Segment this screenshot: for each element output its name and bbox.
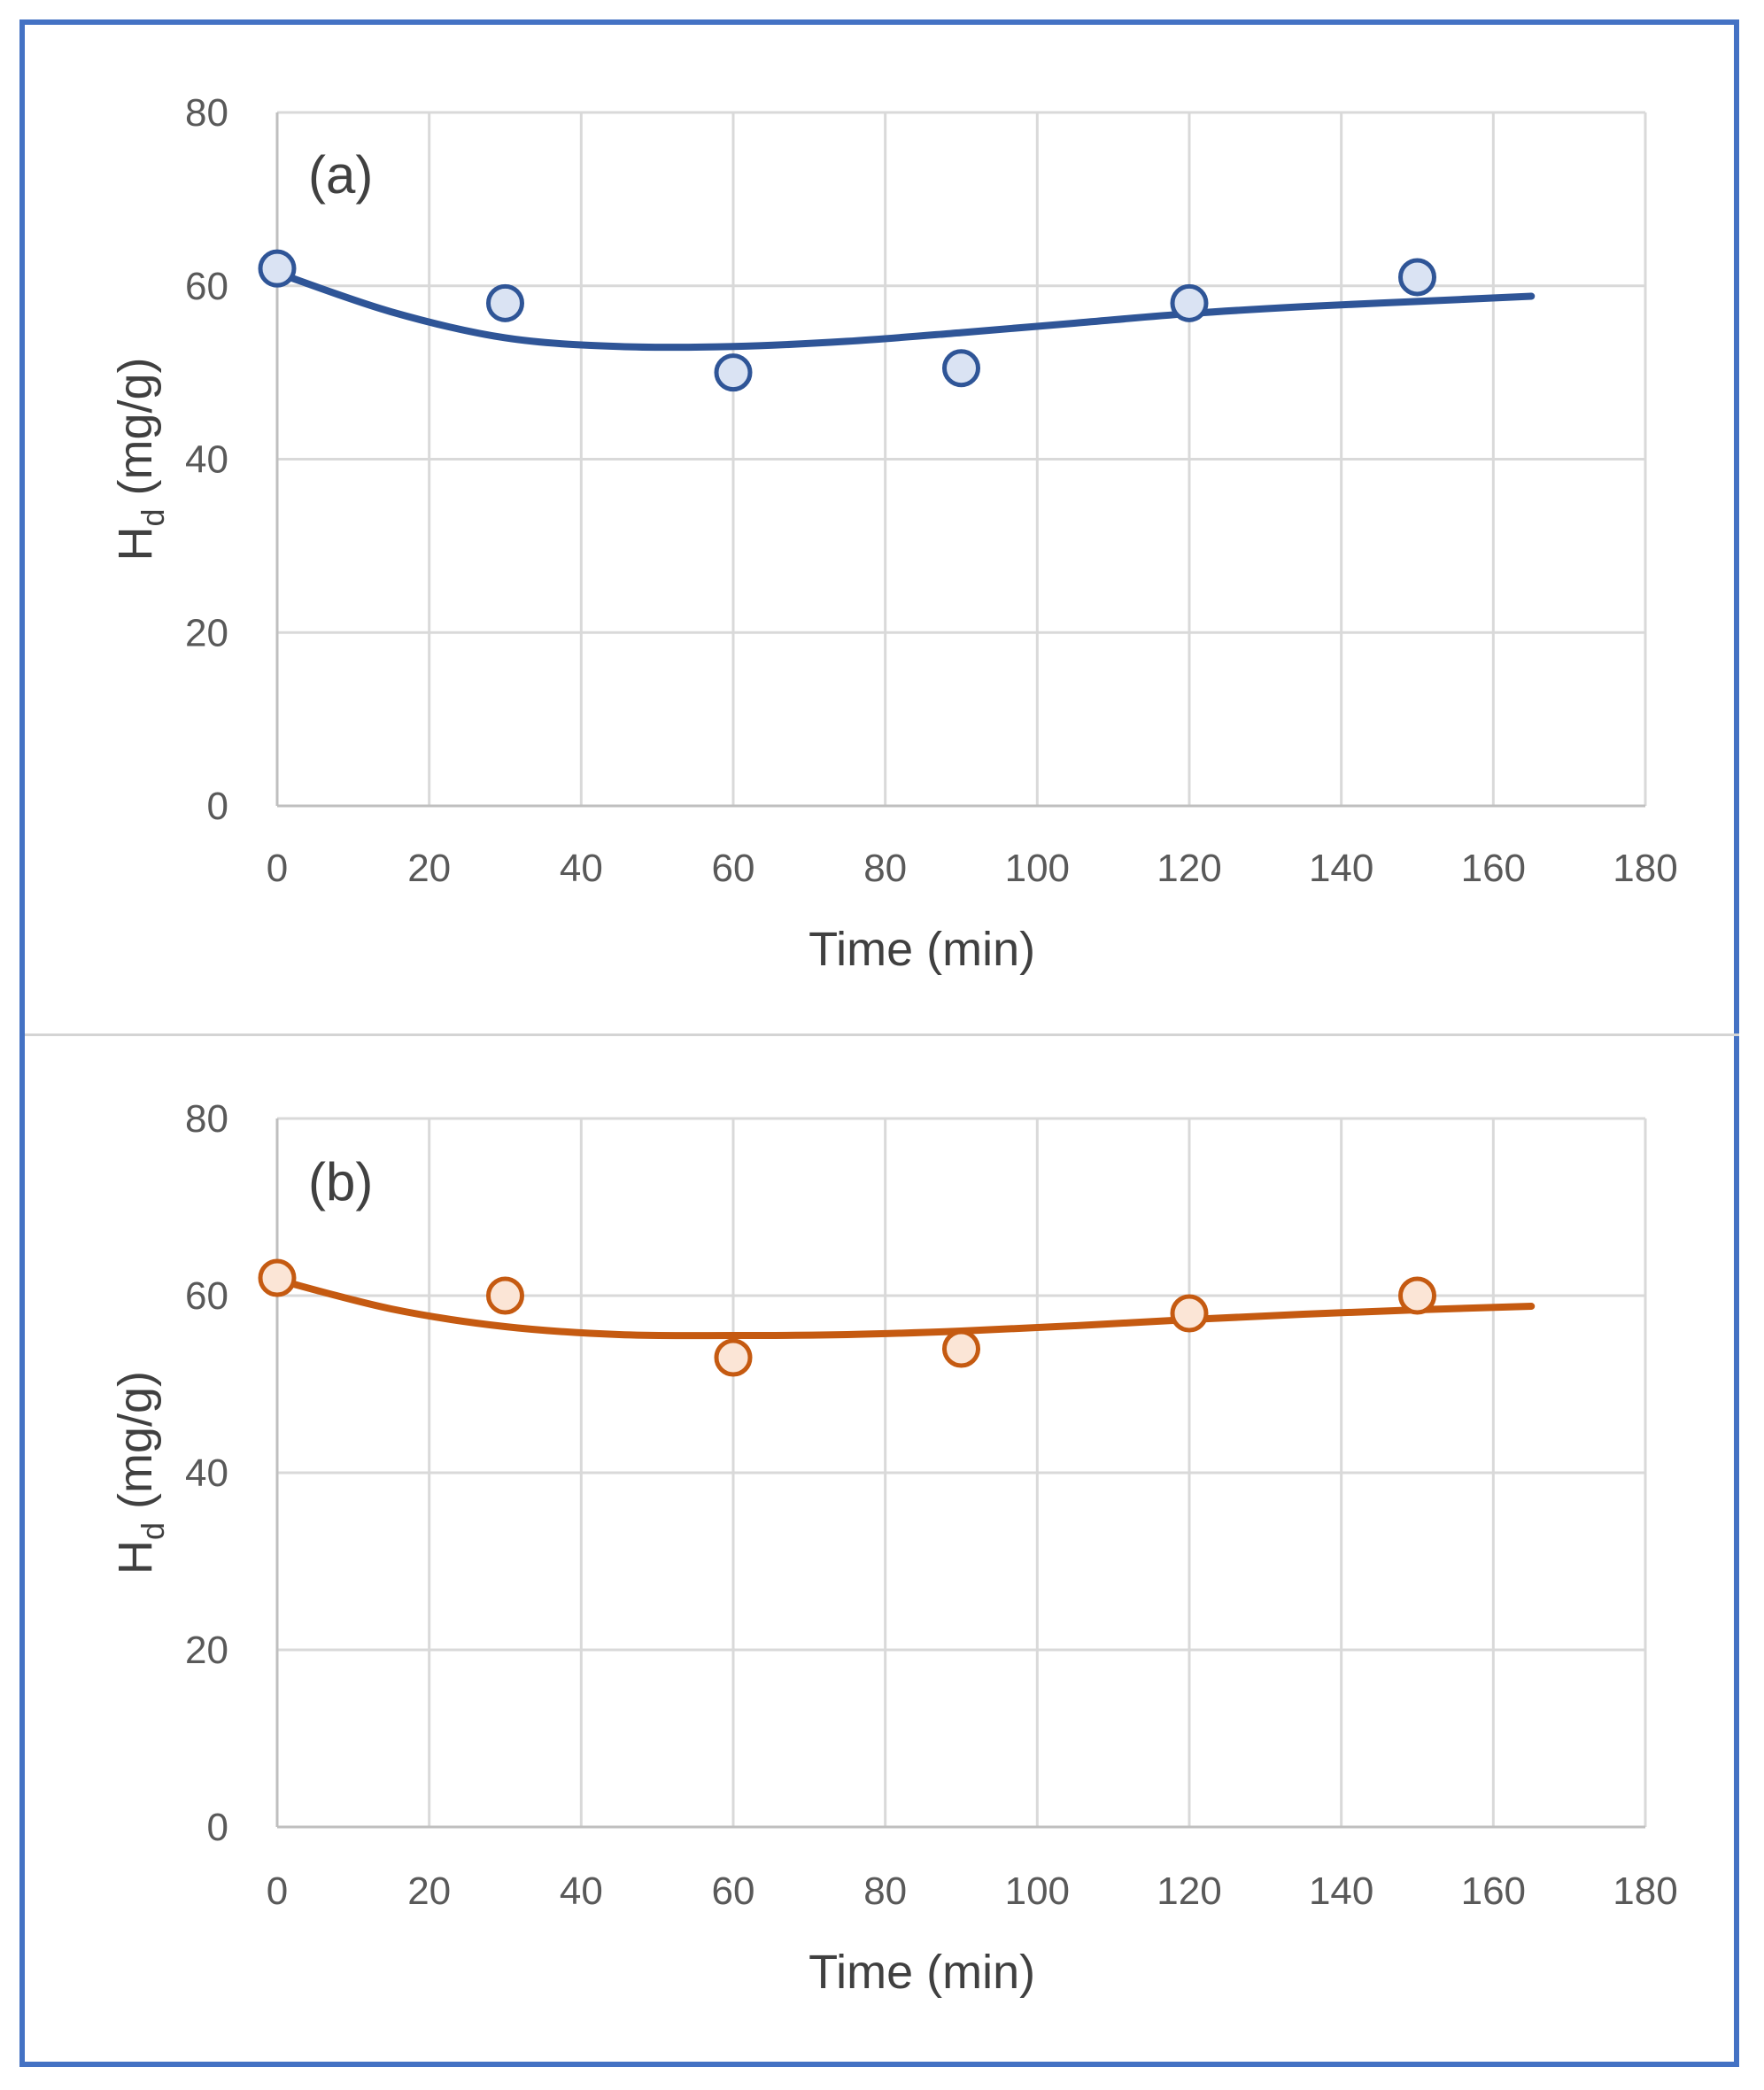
chart-panel-a: 0 20 40 60 80 100 120 140 160 180 0 20 40 60 80 Time (m… [109, 91, 1678, 976]
panel-a-trend-line [274, 269, 1536, 352]
panel-b-x-tick-label: 20 [407, 1869, 451, 1913]
panel-a-x-tick-label: 0 [267, 847, 288, 890]
chart-panel-b: 0 20 40 60 80 100 120 140 160 180 0 20 40 60 80 Time (m… [109, 1097, 1678, 1999]
panel-b-y-tick-label: 40 [185, 1451, 228, 1495]
panel-b-x-tick-label: 80 [863, 1869, 907, 1913]
panel-b-y-tick-label: 60 [185, 1274, 228, 1318]
panel-a-data-point [942, 349, 980, 388]
panel-b-label: (b) [308, 1152, 373, 1211]
panel-b-x-tick-label: 60 [712, 1869, 755, 1913]
panel-a-y-tick-label: 20 [185, 611, 228, 654]
figure-frame [19, 19, 1739, 2067]
panel-a-data-point [1398, 258, 1436, 297]
panel-a-y-axis-title-units: (mg/g) [109, 357, 162, 508]
panel-a-data-point [486, 283, 524, 322]
panel-b-y-axis-title-units: (mg/g) [109, 1371, 162, 1522]
panel-b-data-point [1170, 1294, 1209, 1333]
panel-a-y-tick-label: 0 [207, 785, 228, 828]
panel-b-data-point [714, 1338, 753, 1377]
panel-b-y-tick-label: 20 [185, 1629, 228, 1672]
panel-b-y-tick-label: 0 [207, 1806, 228, 1849]
panel-a-y-axis-title: Hd (mg/g) [109, 357, 171, 561]
panel-a-y-tick-label: 80 [185, 91, 228, 135]
panel-a-y-tick-label: 40 [185, 438, 228, 482]
panel-a-label: (a) [308, 145, 373, 205]
panel-b-x-tick-label: 0 [267, 1869, 288, 1913]
panel-b-data-point [1398, 1276, 1436, 1315]
panel-b-y-axis-title-sub: d [135, 1522, 171, 1540]
panel-b-y-tick-label: 80 [185, 1097, 228, 1141]
panel-a-x-tick-label: 120 [1157, 847, 1221, 890]
panel-b-data-point [486, 1276, 524, 1315]
panel-b-data-point [258, 1258, 297, 1297]
panel-divider [25, 1033, 1739, 1036]
panel-b-x-tick-label: 40 [560, 1869, 603, 1913]
panel-b-data-point [942, 1329, 980, 1368]
panel-a-data-point [258, 249, 297, 288]
panel-a-x-tick-label: 40 [560, 847, 603, 890]
panel-b-x-tick-label: 160 [1461, 1869, 1526, 1913]
panel-a-y-axis-title-main: H [109, 527, 162, 561]
panel-b-trend-line [274, 1276, 1536, 1340]
panel-a-y-axis-title-sub: d [135, 509, 171, 527]
panel-a-data-point [714, 353, 753, 392]
panel-b-y-axis-title-main: H [109, 1540, 162, 1575]
panel-a-data-point [1170, 283, 1209, 322]
panel-a-x-tick-label: 160 [1461, 847, 1526, 890]
panel-b-x-tick-label: 120 [1157, 1869, 1221, 1913]
panel-a-y-tick-label: 60 [185, 265, 228, 308]
panel-a-x-tick-label: 140 [1309, 847, 1373, 890]
panel-b-x-tick-label: 140 [1309, 1869, 1373, 1913]
panel-a-x-axis-title: Time (min) [808, 923, 1035, 976]
panel-a-x-tick-label: 100 [1005, 847, 1070, 890]
panel-b-y-axis-title: Hd (mg/g) [109, 1371, 171, 1575]
panel-a-x-tick-label: 80 [863, 847, 907, 890]
panel-a-x-tick-label: 20 [407, 847, 451, 890]
panel-a-x-tick-label: 60 [712, 847, 755, 890]
panel-a-x-tick-label: 180 [1613, 847, 1677, 890]
panel-b-x-tick-label: 100 [1005, 1869, 1070, 1913]
panel-b-x-tick-label: 180 [1613, 1869, 1677, 1913]
panel-b-x-axis-title: Time (min) [808, 1946, 1035, 1999]
